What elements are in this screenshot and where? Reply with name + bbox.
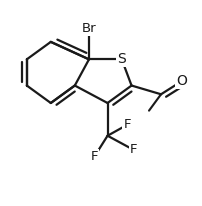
Text: O: O xyxy=(176,74,187,88)
Text: F: F xyxy=(123,118,131,131)
Text: F: F xyxy=(130,143,138,156)
Text: F: F xyxy=(91,150,98,163)
Text: S: S xyxy=(117,52,126,66)
Text: Br: Br xyxy=(82,22,96,35)
